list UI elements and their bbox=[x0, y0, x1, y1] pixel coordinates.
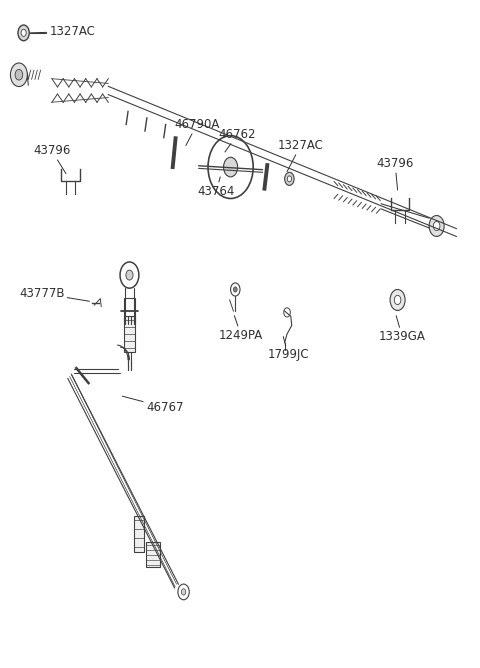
Text: 43777B: 43777B bbox=[19, 287, 89, 301]
Circle shape bbox=[224, 157, 238, 177]
Text: 1799JC: 1799JC bbox=[267, 337, 309, 361]
Circle shape bbox=[233, 287, 237, 292]
Text: 1339GA: 1339GA bbox=[379, 316, 426, 343]
Text: 43796: 43796 bbox=[376, 157, 414, 190]
Circle shape bbox=[120, 262, 139, 288]
Circle shape bbox=[181, 589, 186, 595]
Circle shape bbox=[178, 584, 189, 600]
Circle shape bbox=[429, 216, 444, 236]
Text: 43796: 43796 bbox=[33, 144, 71, 174]
Text: 46767: 46767 bbox=[122, 396, 183, 413]
Bar bbox=[134, 516, 144, 552]
Circle shape bbox=[433, 221, 440, 230]
Text: 1327AC: 1327AC bbox=[277, 139, 324, 172]
Text: 46790A: 46790A bbox=[174, 118, 219, 146]
Text: 1249PA: 1249PA bbox=[219, 316, 263, 342]
Text: 43764: 43764 bbox=[198, 177, 235, 198]
Text: 1327AC: 1327AC bbox=[30, 25, 96, 38]
Bar bbox=[123, 298, 135, 324]
Circle shape bbox=[126, 270, 133, 280]
Circle shape bbox=[287, 176, 291, 182]
Circle shape bbox=[208, 136, 253, 198]
Circle shape bbox=[18, 25, 29, 41]
Bar bbox=[124, 316, 135, 352]
Circle shape bbox=[15, 69, 23, 80]
Bar bbox=[146, 542, 159, 567]
Text: 46762: 46762 bbox=[219, 128, 256, 152]
Circle shape bbox=[390, 289, 405, 311]
Circle shape bbox=[394, 295, 401, 305]
Circle shape bbox=[21, 29, 26, 36]
Circle shape bbox=[285, 172, 294, 186]
Circle shape bbox=[11, 63, 27, 87]
